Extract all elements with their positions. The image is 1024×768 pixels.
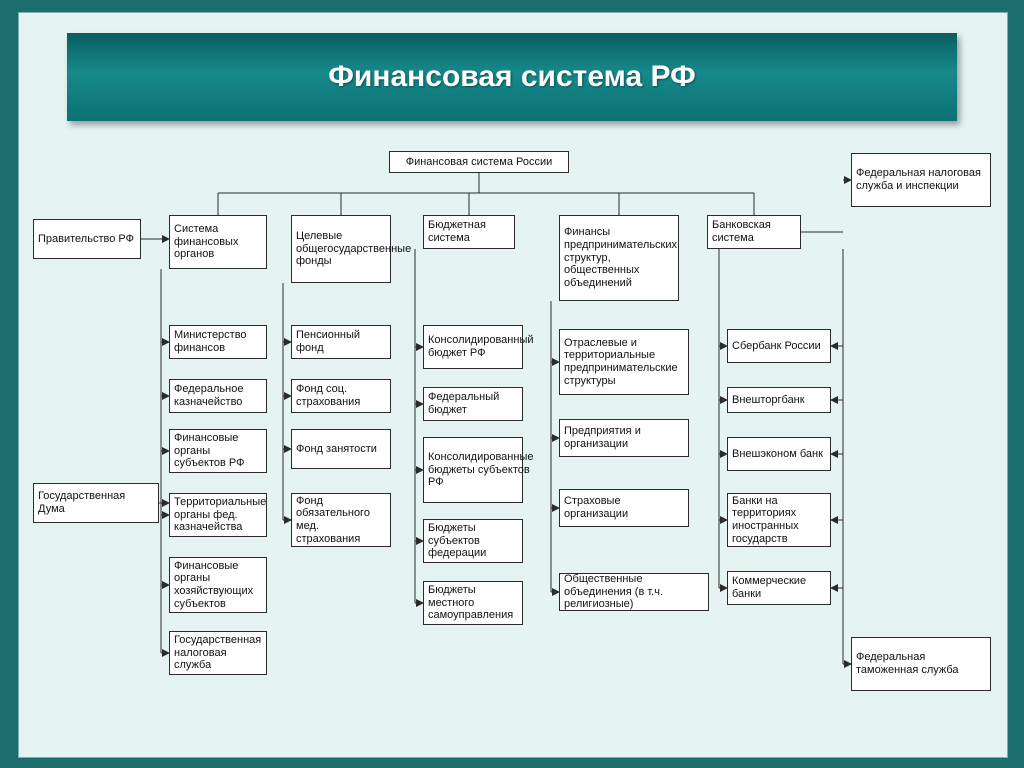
node-side_duma: Государственная Дума xyxy=(33,483,159,523)
node-c33: Консолидированные бюджеты субъектов РФ xyxy=(423,437,523,503)
node-c14: Территориальные органы фед. казначейства xyxy=(169,493,267,537)
node-b1: Система финансовых органов xyxy=(169,215,267,269)
node-c16: Государственная налоговая служба xyxy=(169,631,267,675)
node-c32: Федеральный бюджет xyxy=(423,387,523,421)
node-c53: Внешэконом банк xyxy=(727,437,831,471)
node-c54: Банки на территориях иностранных государ… xyxy=(727,493,831,547)
title-text: Финансовая система РФ xyxy=(328,60,695,94)
node-b3: Бюджетная система xyxy=(423,215,515,249)
node-c35: Бюджеты местного самоуправления xyxy=(423,581,523,625)
node-side_gov: Правительство РФ xyxy=(33,219,141,259)
node-c55: Коммерческие банки xyxy=(727,571,831,605)
node-c42: Предприятия и организации xyxy=(559,419,689,457)
node-c11: Министерство финансов xyxy=(169,325,267,359)
node-c15: Финансовые органы хозяйствующих субъекто… xyxy=(169,557,267,613)
node-side_tax: Федеральная налоговая служба и инспекции xyxy=(851,153,991,207)
node-c24: Фонд обязательного мед. страхования xyxy=(291,493,391,547)
node-c31: Консолидированный бюджет РФ xyxy=(423,325,523,369)
node-c41: Отраслевые и территориальные предпринима… xyxy=(559,329,689,395)
node-c21: Пенсионный фонд xyxy=(291,325,391,359)
node-b2: Целевые общегосударственные фонды xyxy=(291,215,391,283)
node-c52: Внешторгбанк xyxy=(727,387,831,413)
node-c43: Страховые организации xyxy=(559,489,689,527)
node-b4: Финансы предпринимательских структур, об… xyxy=(559,215,679,301)
node-root: Финансовая система России xyxy=(389,151,569,173)
node-b5: Банковская система xyxy=(707,215,801,249)
node-c23: Фонд занятости xyxy=(291,429,391,469)
title-bar: Финансовая система РФ xyxy=(67,33,957,121)
node-c51: Сбербанк России xyxy=(727,329,831,363)
node-c22: Фонд соц. страхования xyxy=(291,379,391,413)
node-side_cust: Федеральная таможенная служба xyxy=(851,637,991,691)
node-c12: Федеральное казначейство xyxy=(169,379,267,413)
diagram-canvas: Финансовая система РФ Финансовая система… xyxy=(18,12,1008,758)
node-c13: Финансовые органы субъектов РФ xyxy=(169,429,267,473)
node-c34: Бюджеты субъектов федерации xyxy=(423,519,523,563)
node-c44: Общественные объединения (в т.ч. религио… xyxy=(559,573,709,611)
